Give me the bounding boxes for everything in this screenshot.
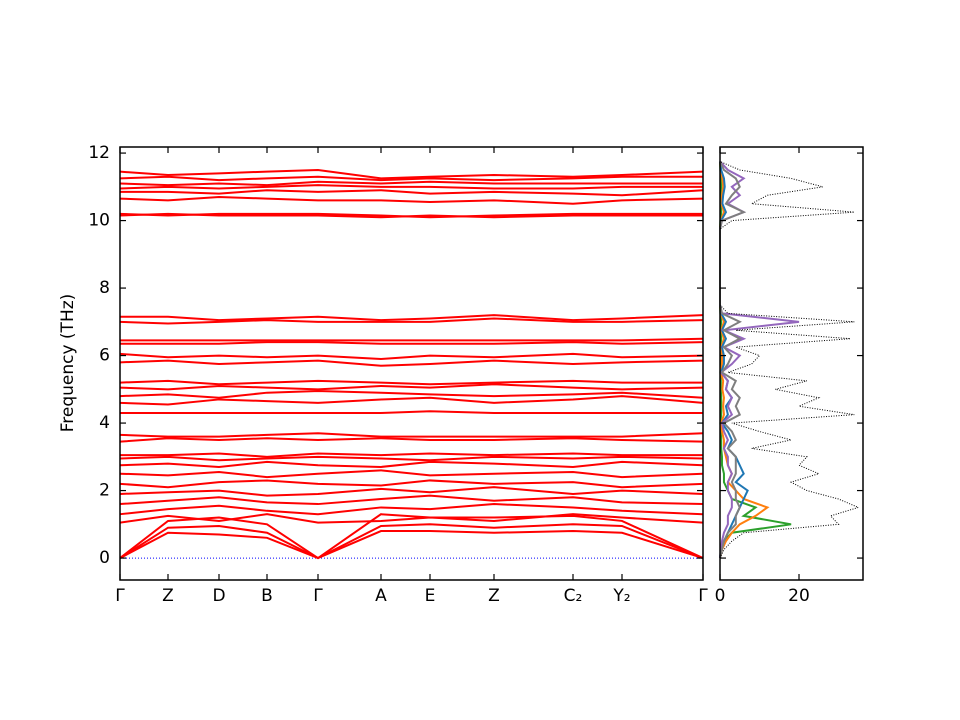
x-tick-label: C₂ bbox=[564, 586, 583, 606]
band-line bbox=[120, 314, 704, 322]
band-line bbox=[119, 432, 704, 438]
y-axis-label: Frequency (THz) bbox=[58, 294, 78, 433]
x-tick-label: Γ bbox=[115, 586, 125, 606]
band-line bbox=[119, 184, 703, 190]
band-line bbox=[119, 317, 704, 325]
x-tick-label: A bbox=[375, 586, 387, 606]
band-line bbox=[119, 383, 704, 391]
band-line bbox=[119, 437, 704, 443]
x-tick-label: Y₂ bbox=[612, 586, 630, 606]
band-line bbox=[120, 341, 704, 345]
band-line bbox=[119, 390, 704, 399]
band-line bbox=[119, 494, 704, 506]
dos-line bbox=[719, 160, 800, 559]
band-line bbox=[119, 180, 703, 187]
band-line bbox=[119, 212, 703, 219]
x-tick-label: Γ bbox=[313, 586, 323, 606]
y-tick-label: 10 bbox=[88, 211, 110, 231]
x-tick-label: Z bbox=[488, 586, 500, 606]
band-line bbox=[119, 168, 704, 180]
band-line bbox=[119, 359, 704, 367]
x-tick-label: E bbox=[425, 586, 436, 606]
x-tick-label: B bbox=[261, 586, 273, 606]
axes-frame bbox=[119, 146, 704, 581]
band-line bbox=[119, 175, 703, 182]
band-line bbox=[120, 189, 704, 197]
x-tick-label: Z bbox=[162, 586, 174, 606]
band-line bbox=[119, 469, 704, 479]
y-tick-label: 2 bbox=[99, 481, 110, 501]
band-line bbox=[119, 523, 704, 560]
band-line bbox=[119, 530, 704, 560]
band-line bbox=[119, 503, 704, 516]
dos-line bbox=[719, 161, 860, 559]
band-line bbox=[119, 395, 704, 406]
band-line bbox=[120, 337, 704, 342]
band-line bbox=[119, 486, 704, 497]
band-line bbox=[119, 379, 703, 386]
y-tick-label: 0 bbox=[99, 548, 110, 568]
x-tick-label: 20 bbox=[788, 586, 810, 606]
y-tick-label: 6 bbox=[99, 346, 110, 366]
band-line bbox=[119, 195, 704, 205]
y-tick-label: 8 bbox=[99, 278, 110, 298]
x-tick-label: 0 bbox=[715, 586, 726, 606]
band-line bbox=[119, 460, 704, 468]
y-tick-label: 4 bbox=[99, 413, 110, 433]
band-line bbox=[119, 513, 704, 524]
band-line bbox=[119, 352, 704, 360]
band-line bbox=[119, 479, 704, 489]
x-tick-label: Γ bbox=[698, 586, 708, 606]
axes-frame bbox=[719, 146, 864, 581]
x-tick-label: D bbox=[212, 586, 225, 606]
band-line bbox=[119, 455, 704, 462]
band-line bbox=[120, 410, 703, 414]
band-line bbox=[120, 452, 703, 458]
y-tick-label: 12 bbox=[88, 143, 110, 163]
